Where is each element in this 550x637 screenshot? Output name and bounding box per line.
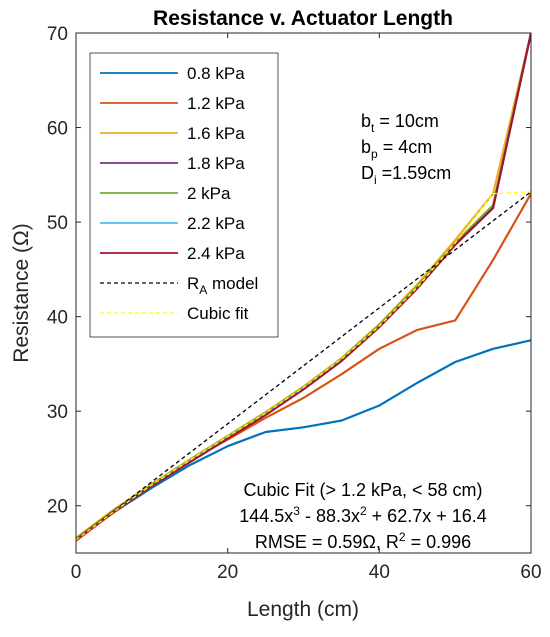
legend-label: 2.2 kPa [187,214,245,233]
legend: 0.8 kPa 1.2 kPa 1.6 kPa 1.8 kPa 2 kPa 2.2 kPa… [89,52,279,338]
fit-annotation: Cubic Fit (> 1.2 kPa, < 58 cm) 144.5x3​ -… [239,480,487,552]
legend-label: 1.8 kPa [187,154,245,173]
parameter-line: Di​ =1.59cm [361,163,451,187]
x-tick-label: 0 [71,562,82,583]
y-tick-label: 20 [47,497,68,518]
y-axis-label: Resistance (Ω) [10,223,33,362]
x-tick-label: 60 [520,562,541,583]
series-line-cubic-fit [76,191,531,541]
legend-box [89,52,279,338]
series-line-r-a-model [76,191,531,541]
chart-title: Resistance v. Actuator Length [153,7,453,30]
legend-label: RA model [187,274,258,297]
fit-line: RMSE = 0.59Ω, R2​ = 0.996 [255,530,471,552]
y-tick-label: 70 [47,24,68,45]
legend-label: 2.4 kPa [187,244,245,263]
axis-ticks: 0 20 40 60 20 30 40 50 60 70 [47,24,542,583]
plot-area [76,33,531,542]
series-line-0-8-kpa [76,339,531,540]
y-tick-label: 60 [47,119,68,140]
y-tick-label: 30 [47,402,68,423]
x-tick-label: 40 [369,562,390,583]
y-tick-label: 40 [47,308,68,329]
y-tick-label: 50 [47,213,68,234]
plot-frame [75,32,532,554]
fit-line: Cubic Fit (> 1.2 kPa, < 58 cm) [243,480,482,500]
x-tick-label: 20 [217,562,238,583]
parameter-line: bt​ = 10cm [361,111,439,135]
legend-label: 1.6 kPa [187,124,245,143]
legend-label: Cubic fit [187,304,249,323]
legend-label: 1.2 kPa [187,94,245,113]
fit-line: 144.5x3​ - 88.3x2​ + 62.7x + 16.4 [239,504,487,526]
parameter-line: bp​ = 4cm [361,137,432,161]
legend-label: 2 kPa [187,184,231,203]
x-axis-label: Length (cm) [247,598,359,621]
legend-label: 0.8 kPa [187,64,245,83]
series-line-2-4-kpa [76,33,531,541]
